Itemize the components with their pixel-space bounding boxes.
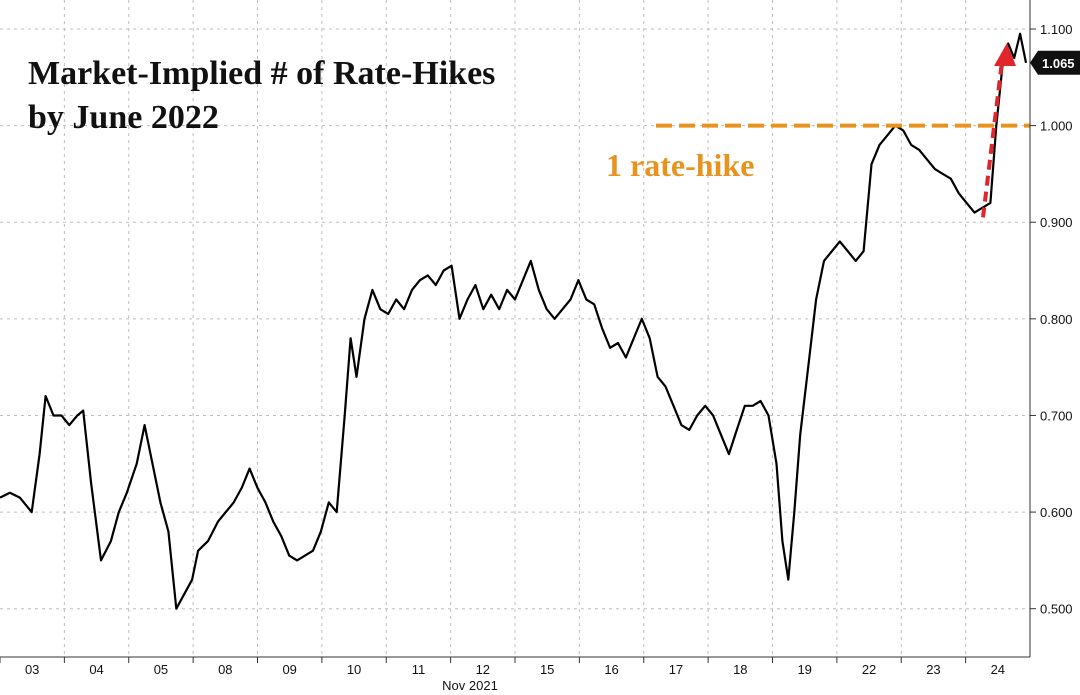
trend-arrow-head bbox=[994, 43, 1016, 66]
x-tick-label: 22 bbox=[862, 662, 876, 677]
trend-arrow-group bbox=[981, 43, 1016, 218]
y-tick-label: 0.600 bbox=[1040, 505, 1073, 520]
x-tick-label: 05 bbox=[154, 662, 168, 677]
chart-subtitle: by June 2022 bbox=[28, 99, 219, 136]
y-tick-label: 1.000 bbox=[1040, 119, 1073, 134]
y-tick-label: 0.700 bbox=[1040, 408, 1073, 423]
vertical-gridlines bbox=[63, 0, 967, 657]
last-value-label: 1.065 bbox=[1042, 56, 1075, 71]
y-tick-label: 0.900 bbox=[1040, 215, 1073, 230]
x-tick-label: 08 bbox=[218, 662, 232, 677]
x-tick-label: 12 bbox=[476, 662, 490, 677]
chart-title: Market-Implied # of Rate-Hikes bbox=[28, 55, 495, 92]
y-tick-label: 0.800 bbox=[1040, 312, 1073, 327]
x-tick-label: 11 bbox=[412, 662, 426, 677]
x-tick-label: 04 bbox=[89, 662, 103, 677]
x-tick-label: 17 bbox=[669, 662, 683, 677]
x-tick-label: 18 bbox=[733, 662, 747, 677]
last-value-badge-shape bbox=[1030, 50, 1080, 75]
y-axis-ticks: 0.500 0.600 0.700 0.800 0.900 1.000 1.100 bbox=[1030, 22, 1073, 617]
x-tick-label: 03 bbox=[25, 662, 39, 677]
x-tick-label: 10 bbox=[347, 662, 361, 677]
y-tick-label: 1.100 bbox=[1040, 22, 1073, 37]
series-line bbox=[0, 32, 1028, 610]
trend-arrow-shaft bbox=[981, 52, 1005, 218]
x-axis-sublabel: Nov 2021 bbox=[442, 678, 498, 693]
x-tick-label: 09 bbox=[282, 662, 296, 677]
x-tick-label: 16 bbox=[604, 662, 618, 677]
y-tick-label: 0.500 bbox=[1040, 602, 1073, 617]
x-tick-label: 15 bbox=[540, 662, 554, 677]
reference-line-label: 1 rate-hike bbox=[606, 147, 754, 183]
x-axis-ticks: 03 04 05 08 09 10 11 12 15 16 17 18 19 22 23 24 bbox=[0, 657, 1005, 677]
last-value-badge: 1.065 bbox=[1030, 50, 1080, 75]
series-lines bbox=[0, 32, 1028, 610]
x-tick-label: 24 bbox=[991, 662, 1005, 677]
x-tick-label: 19 bbox=[797, 662, 811, 677]
x-tick-label: 23 bbox=[926, 662, 940, 677]
